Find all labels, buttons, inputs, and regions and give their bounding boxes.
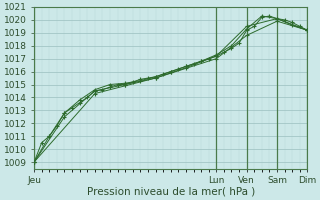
- X-axis label: Pression niveau de la mer( hPa ): Pression niveau de la mer( hPa ): [87, 187, 255, 197]
